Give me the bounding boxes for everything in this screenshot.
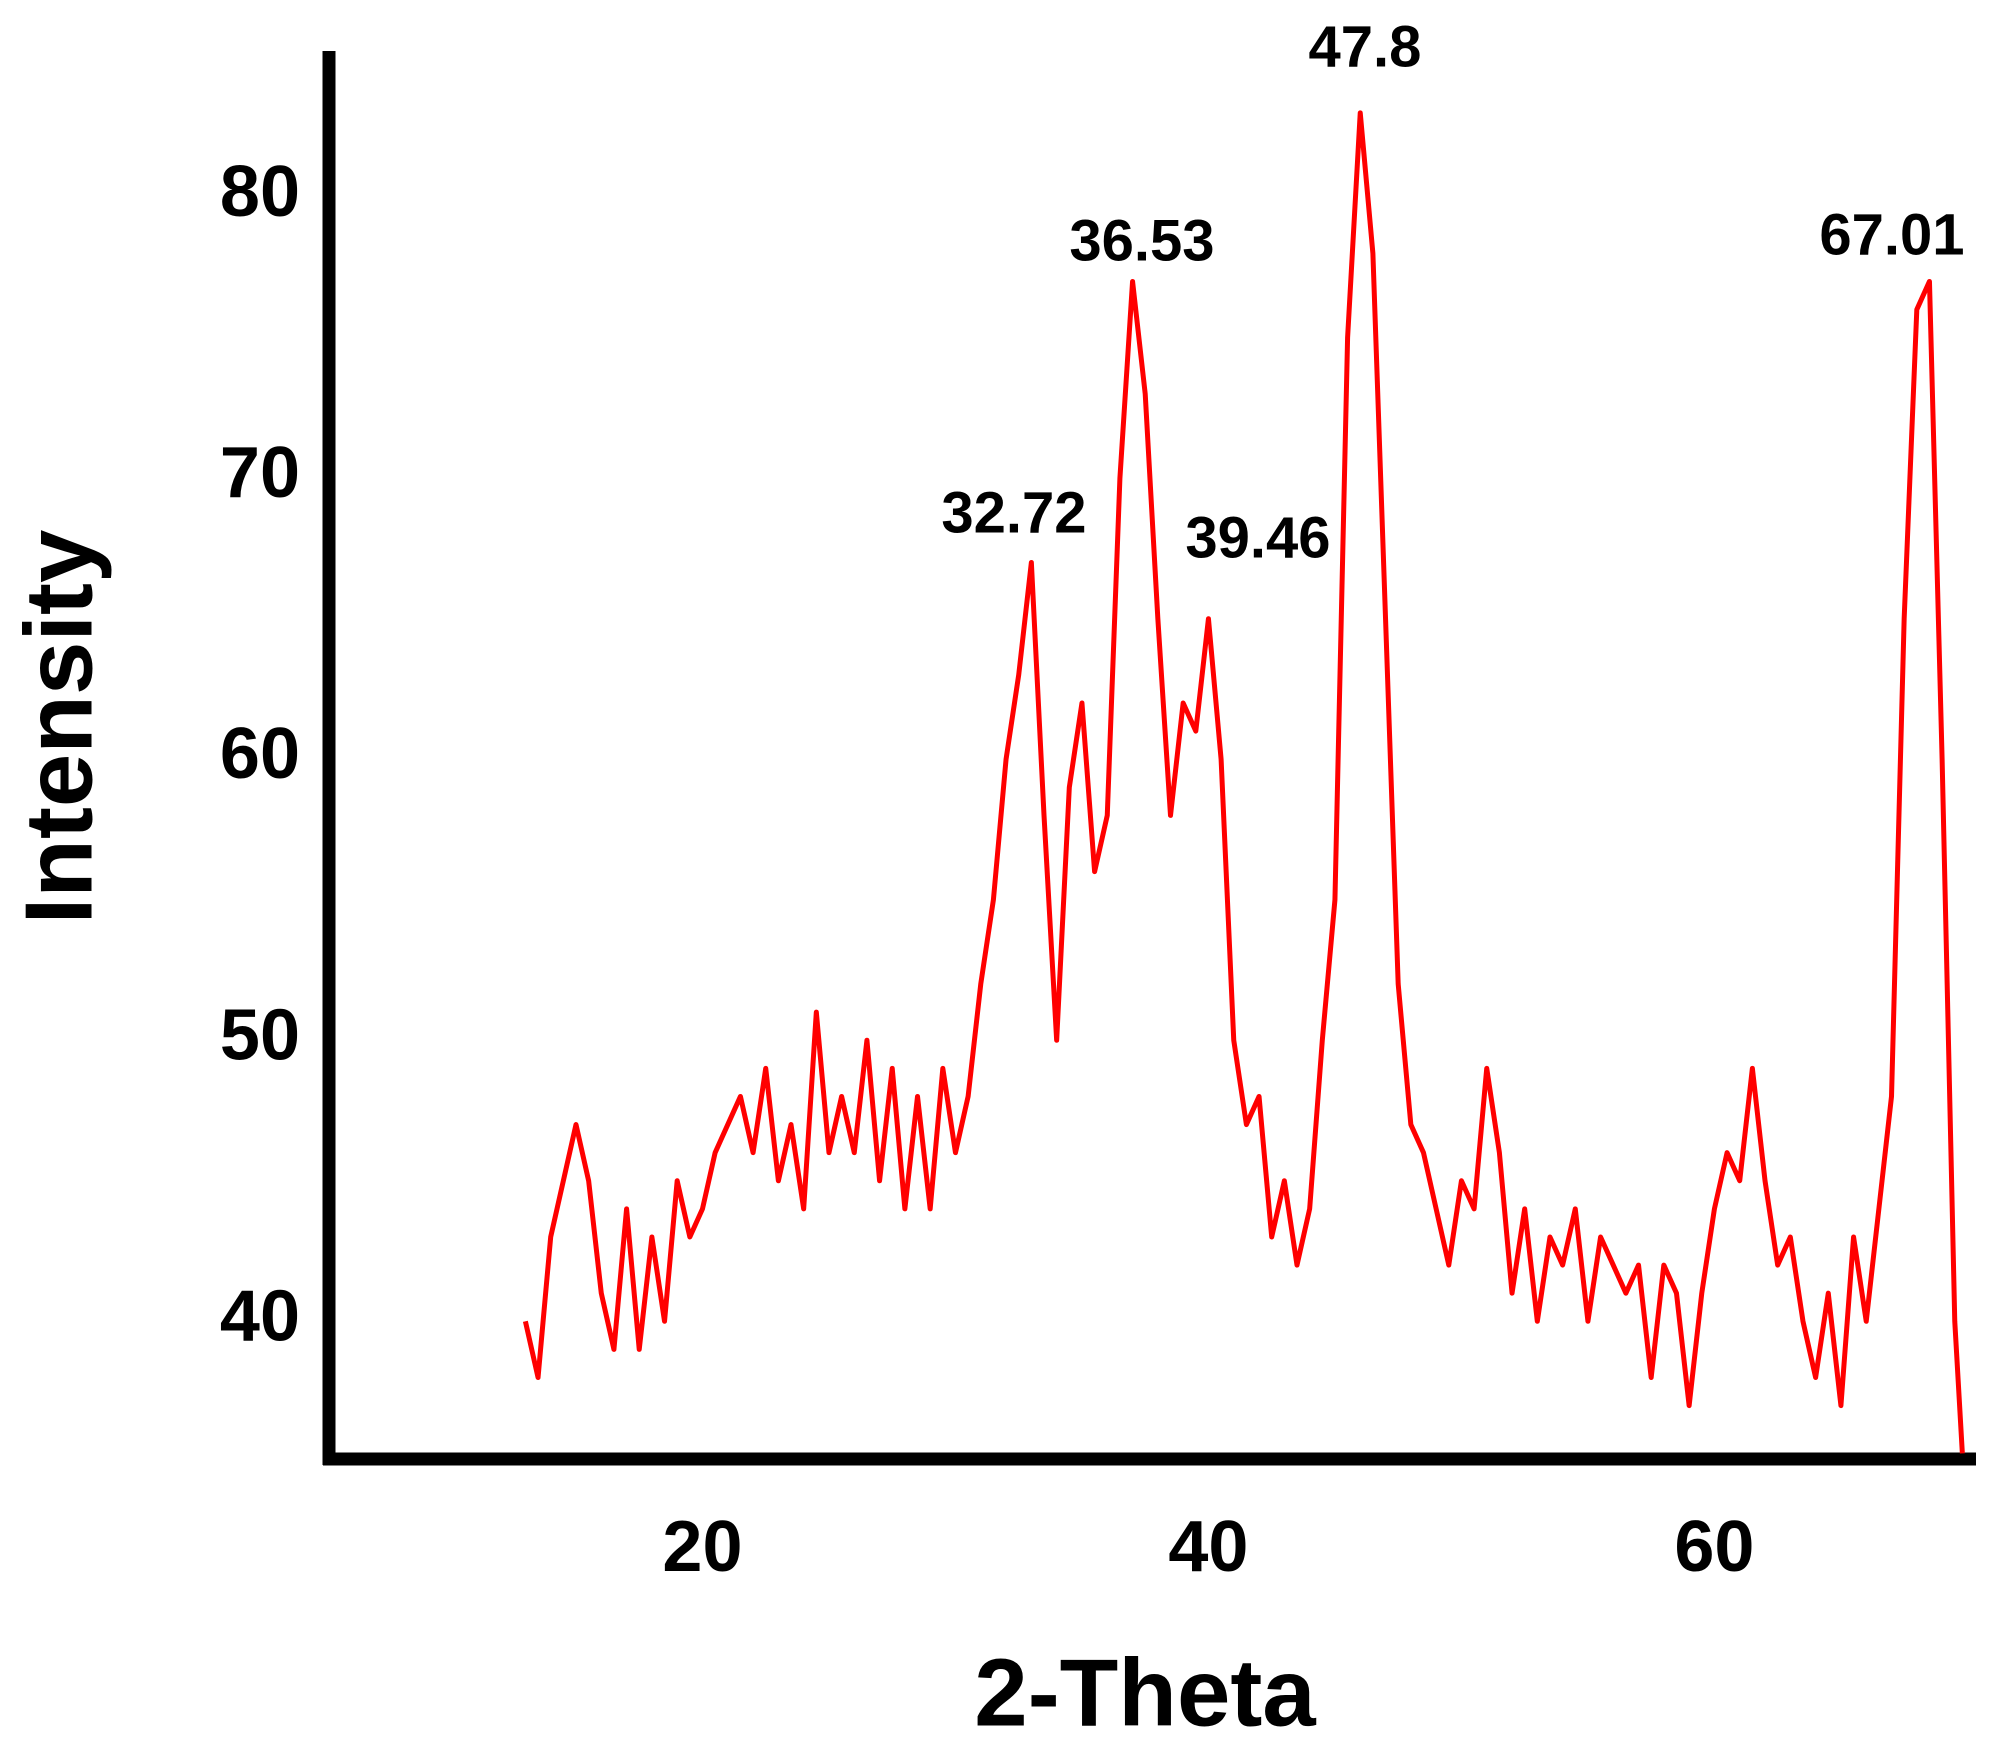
peak-label: 39.46 <box>1185 505 1330 570</box>
peak-label: 47.8 <box>1309 14 1422 79</box>
x-tick-label: 20 <box>662 1507 742 1587</box>
y-tick-label: 50 <box>220 995 300 1075</box>
y-tick-label: 70 <box>220 433 300 513</box>
peak-label: 36.53 <box>1069 208 1214 273</box>
y-tick-label: 40 <box>220 1276 300 1356</box>
x-axis-title: 2-Theta <box>974 1639 1316 1746</box>
peak-label: 67.01 <box>1819 202 1964 267</box>
y-tick-label: 60 <box>220 714 300 794</box>
data-line <box>522 110 1965 1454</box>
x-tick-label: 40 <box>1168 1507 1248 1587</box>
y-tick-label: 80 <box>220 152 300 232</box>
y-axis-title: Intensity <box>5 530 112 925</box>
peak-label: 32.72 <box>941 480 1086 545</box>
x-tick-label: 60 <box>1674 1507 1754 1587</box>
